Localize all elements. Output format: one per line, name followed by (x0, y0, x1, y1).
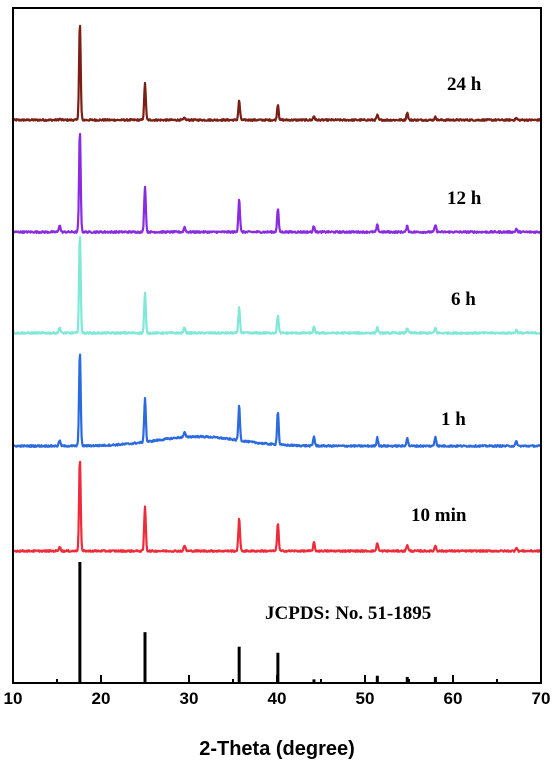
x-tick-label: 20 (92, 689, 111, 708)
series-label-10-min: 10 min (411, 505, 467, 526)
x-tick-label: 30 (180, 689, 199, 708)
series-line-24-h (12, 24, 542, 122)
series-label-24-h: 24 h (447, 74, 482, 95)
series-label-1-h: 1 h (441, 409, 466, 430)
series-line-12-h (12, 132, 542, 234)
x-tick-label: 70 (532, 689, 551, 708)
series-line-10-min (12, 460, 542, 553)
x-tick-label: 50 (356, 689, 375, 708)
x-tick-label: 40 (268, 689, 287, 708)
series-label-6-h: 6 h (451, 289, 476, 310)
x-tick-label: 10 (4, 689, 23, 708)
reference-label: JCPDS: No. 51-1895 (265, 603, 431, 624)
series-line-6-h (12, 236, 542, 335)
series-line-1-h (12, 353, 542, 448)
series-label-12-h: 12 h (447, 188, 482, 209)
x-tick-label: 60 (444, 689, 463, 708)
x-axis-title: 2-Theta (degree) (199, 738, 355, 760)
